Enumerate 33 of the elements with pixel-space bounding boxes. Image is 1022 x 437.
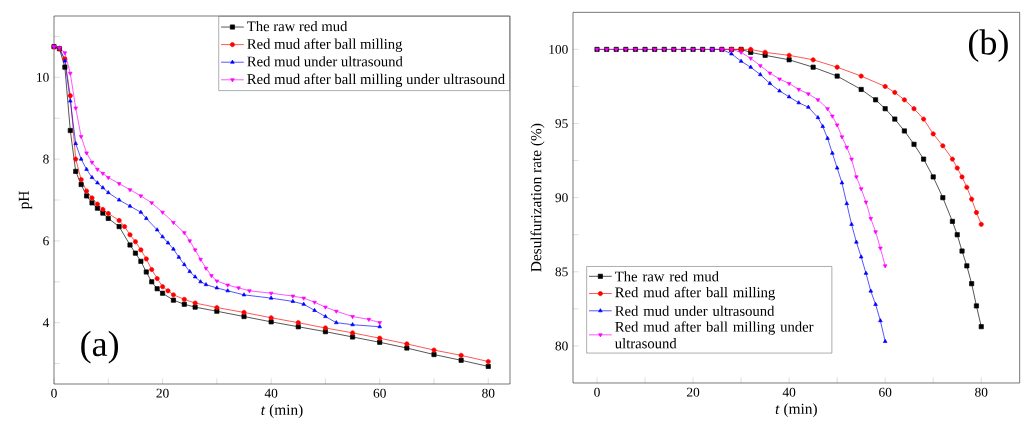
x-tick-label: 60 [373,388,386,398]
annotation: (a) [81,330,119,364]
x-axis-title: t (min) [261,404,303,419]
y-axis-title: pH [18,191,33,210]
legend-label: Red mud after ball milling [615,286,775,301]
legend-label: The raw red mud [247,20,348,32]
legend-label: Red mud after ball milling under ultrasound [247,73,505,88]
x-tick-label: 60 [879,387,892,397]
x-tick-label: 0 [594,387,600,397]
y-tick-label: 90 [555,193,568,203]
legend-label: Red mud under ultrasound [247,56,403,67]
x-tick-label: 80 [482,388,495,398]
y-tick-label: 80 [555,341,568,351]
legend-label: Red mud after ball milling [247,38,403,52]
legend-label: The raw red mud [615,271,719,282]
x-tick-label: 20 [156,388,169,398]
x-tick-label: 80 [975,387,988,397]
legend-label: Red mud after ball milling under ultrasound [614,321,814,349]
x-axis-title: t (min) [775,403,817,418]
y-tick-label: 10 [37,72,49,82]
x-tick-label: 0 [51,388,57,398]
y-tick-label: 100 [549,44,568,54]
y-tick-label: 95 [555,119,568,129]
y-tick-label: 85 [555,267,568,277]
y-tick-label: 4 [42,318,50,328]
x-tick-label: 40 [264,388,278,398]
annotation: (b) [969,29,1008,63]
y-tick-label: 8 [43,154,49,164]
x-tick-label: 40 [782,387,796,397]
y-axis-title: Desulfurization rate (%) [530,123,545,272]
y-tick-label: 6 [43,236,49,246]
x-tick-label: 20 [686,387,700,397]
legend-label: Red mud under ultrasound [615,305,775,316]
